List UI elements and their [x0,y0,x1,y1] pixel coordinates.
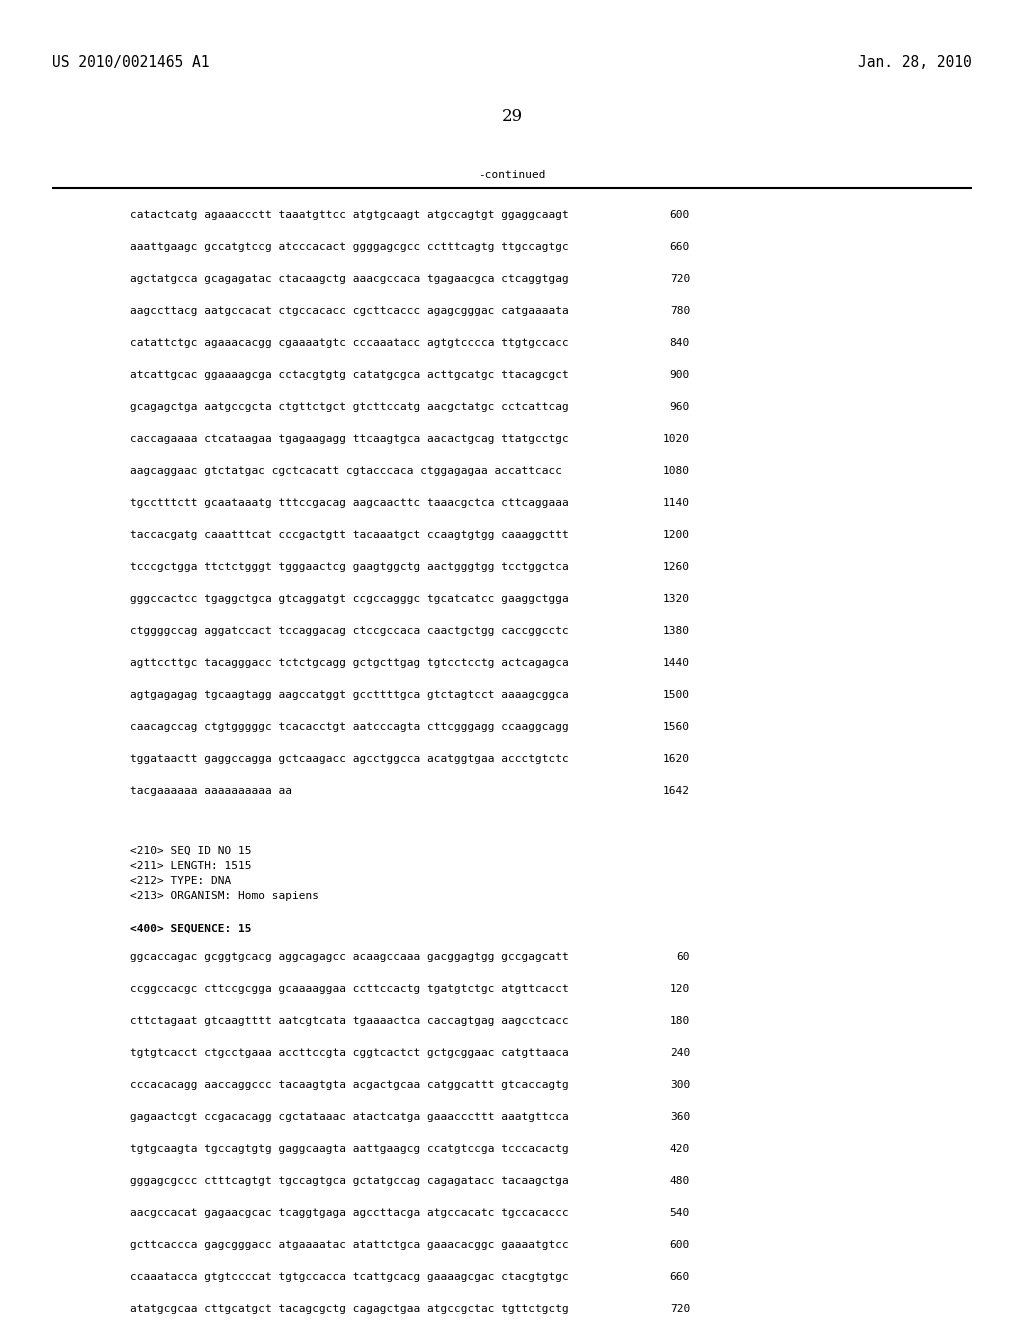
Text: 29: 29 [502,108,522,125]
Text: ccaaatacca gtgtccccat tgtgccacca tcattgcacg gaaaagcgac ctacgtgtgc: ccaaatacca gtgtccccat tgtgccacca tcattgc… [130,1272,568,1282]
Text: 1642: 1642 [663,785,690,796]
Text: cttctagaat gtcaagtttt aatcgtcata tgaaaactca caccagtgag aagcctcacc: cttctagaat gtcaagtttt aatcgtcata tgaaaac… [130,1016,568,1026]
Text: 780: 780 [670,306,690,315]
Text: aacgccacat gagaacgcac tcaggtgaga agccttacga atgccacatc tgccacaccc: aacgccacat gagaacgcac tcaggtgaga agcctta… [130,1208,568,1218]
Text: agctatgcca gcagagatac ctacaagctg aaacgccaca tgagaacgca ctcaggtgag: agctatgcca gcagagatac ctacaagctg aaacgcc… [130,275,568,284]
Text: -continued: -continued [478,170,546,180]
Text: tggataactt gaggccagga gctcaagacc agcctggcca acatggtgaa accctgtctc: tggataactt gaggccagga gctcaagacc agcctgg… [130,754,568,764]
Text: ggcaccagac gcggtgcacg aggcagagcc acaagccaaa gacggagtgg gccgagcatt: ggcaccagac gcggtgcacg aggcagagcc acaagcc… [130,952,568,962]
Text: <400> SEQUENCE: 15: <400> SEQUENCE: 15 [130,924,252,935]
Text: agttccttgc tacagggacc tctctgcagg gctgcttgag tgtcctcctg actcagagca: agttccttgc tacagggacc tctctgcagg gctgctt… [130,657,568,668]
Text: atcattgcac ggaaaagcga cctacgtgtg catatgcgca acttgcatgc ttacagcgct: atcattgcac ggaaaagcga cctacgtgtg catatgc… [130,370,568,380]
Text: 480: 480 [670,1176,690,1185]
Text: 1440: 1440 [663,657,690,668]
Text: 720: 720 [670,275,690,284]
Text: tcccgctgga ttctctgggt tgggaactcg gaagtggctg aactgggtgg tcctggctca: tcccgctgga ttctctgggt tgggaactcg gaagtgg… [130,562,568,572]
Text: 660: 660 [670,242,690,252]
Text: gcttcaccca gagcgggacc atgaaaatac atattctgca gaaacacggc gaaaatgtcc: gcttcaccca gagcgggacc atgaaaatac atattct… [130,1239,568,1250]
Text: agtgagagag tgcaagtagg aagccatggt gccttttgca gtctagtcct aaaagcggca: agtgagagag tgcaagtagg aagccatggt gcctttt… [130,690,568,700]
Text: 420: 420 [670,1144,690,1154]
Text: aaattgaagc gccatgtccg atcccacact ggggagcgcc cctttcagtg ttgccagtgc: aaattgaagc gccatgtccg atcccacact ggggagc… [130,242,568,252]
Text: 240: 240 [670,1048,690,1059]
Text: 1020: 1020 [663,434,690,444]
Text: 1200: 1200 [663,531,690,540]
Text: 1080: 1080 [663,466,690,477]
Text: 960: 960 [670,403,690,412]
Text: <211> LENGTH: 1515: <211> LENGTH: 1515 [130,861,252,871]
Text: <212> TYPE: DNA: <212> TYPE: DNA [130,876,231,886]
Text: 660: 660 [670,1272,690,1282]
Text: aagcaggaac gtctatgac cgctcacatt cgtacccaca ctggagagaa accattcacc: aagcaggaac gtctatgac cgctcacatt cgtaccca… [130,466,562,477]
Text: tacgaaaaaa aaaaaaaaaa aa: tacgaaaaaa aaaaaaaaaa aa [130,785,292,796]
Text: tgtgtcacct ctgcctgaaa accttccgta cggtcactct gctgcggaac catgttaaca: tgtgtcacct ctgcctgaaa accttccgta cggtcac… [130,1048,568,1059]
Text: 840: 840 [670,338,690,348]
Text: 600: 600 [670,1239,690,1250]
Text: 1260: 1260 [663,562,690,572]
Text: gagaactcgt ccgacacagg cgctataaac atactcatga gaaacccttt aaatgttcca: gagaactcgt ccgacacagg cgctataaac atactca… [130,1111,568,1122]
Text: 360: 360 [670,1111,690,1122]
Text: 120: 120 [670,983,690,994]
Text: 300: 300 [670,1080,690,1090]
Text: 600: 600 [670,210,690,220]
Text: Jan. 28, 2010: Jan. 28, 2010 [858,55,972,70]
Text: 1320: 1320 [663,594,690,605]
Text: tgtgcaagta tgccagtgtg gaggcaagta aattgaagcg ccatgtccga tcccacactg: tgtgcaagta tgccagtgtg gaggcaagta aattgaa… [130,1144,568,1154]
Text: catactcatg agaaaccctt taaatgttcc atgtgcaagt atgccagtgt ggaggcaagt: catactcatg agaaaccctt taaatgttcc atgtgca… [130,210,568,220]
Text: atatgcgcaa cttgcatgct tacagcgctg cagagctgaa atgccgctac tgttctgctg: atatgcgcaa cttgcatgct tacagcgctg cagagct… [130,1304,568,1313]
Text: gggagcgccc ctttcagtgt tgccagtgca gctatgccag cagagatacc tacaagctga: gggagcgccc ctttcagtgt tgccagtgca gctatgc… [130,1176,568,1185]
Text: cccacacagg aaccaggccc tacaagtgta acgactgcaa catggcattt gtcaccagtg: cccacacagg aaccaggccc tacaagtgta acgactg… [130,1080,568,1090]
Text: caacagccag ctgtgggggc tcacacctgt aatcccagta cttcgggagg ccaaggcagg: caacagccag ctgtgggggc tcacacctgt aatccca… [130,722,568,733]
Text: ctggggccag aggatccact tccaggacag ctccgccaca caactgctgg caccggcctc: ctggggccag aggatccact tccaggacag ctccgcc… [130,626,568,636]
Text: 1560: 1560 [663,722,690,733]
Text: 60: 60 [677,952,690,962]
Text: aagccttacg aatgccacat ctgccacacc cgcttcaccc agagcgggac catgaaaata: aagccttacg aatgccacat ctgccacacc cgcttca… [130,306,568,315]
Text: 900: 900 [670,370,690,380]
Text: catattctgc agaaacacgg cgaaaatgtc cccaaatacc agtgtcccca ttgtgccacc: catattctgc agaaacacgg cgaaaatgtc cccaaat… [130,338,568,348]
Text: tgcctttctt gcaataaatg tttccgacag aagcaacttc taaacgctca cttcaggaaa: tgcctttctt gcaataaatg tttccgacag aagcaac… [130,498,568,508]
Text: 1500: 1500 [663,690,690,700]
Text: gcagagctga aatgccgcta ctgttctgct gtcttccatg aacgctatgc cctcattcag: gcagagctga aatgccgcta ctgttctgct gtcttcc… [130,403,568,412]
Text: US 2010/0021465 A1: US 2010/0021465 A1 [52,55,210,70]
Text: taccacgatg caaatttcat cccgactgtt tacaaatgct ccaagtgtgg caaaggcttt: taccacgatg caaatttcat cccgactgtt tacaaat… [130,531,568,540]
Text: 720: 720 [670,1304,690,1313]
Text: 540: 540 [670,1208,690,1218]
Text: <213> ORGANISM: Homo sapiens: <213> ORGANISM: Homo sapiens [130,891,319,902]
Text: gggccactcc tgaggctgca gtcaggatgt ccgccagggc tgcatcatcc gaaggctgga: gggccactcc tgaggctgca gtcaggatgt ccgccag… [130,594,568,605]
Text: caccagaaaa ctcataagaa tgagaagagg ttcaagtgca aacactgcag ttatgcctgc: caccagaaaa ctcataagaa tgagaagagg ttcaagt… [130,434,568,444]
Text: 180: 180 [670,1016,690,1026]
Text: 1620: 1620 [663,754,690,764]
Text: ccggccacgc cttccgcgga gcaaaaggaa ccttccactg tgatgtctgc atgttcacct: ccggccacgc cttccgcgga gcaaaaggaa ccttcca… [130,983,568,994]
Text: 1380: 1380 [663,626,690,636]
Text: 1140: 1140 [663,498,690,508]
Text: <210> SEQ ID NO 15: <210> SEQ ID NO 15 [130,846,252,855]
